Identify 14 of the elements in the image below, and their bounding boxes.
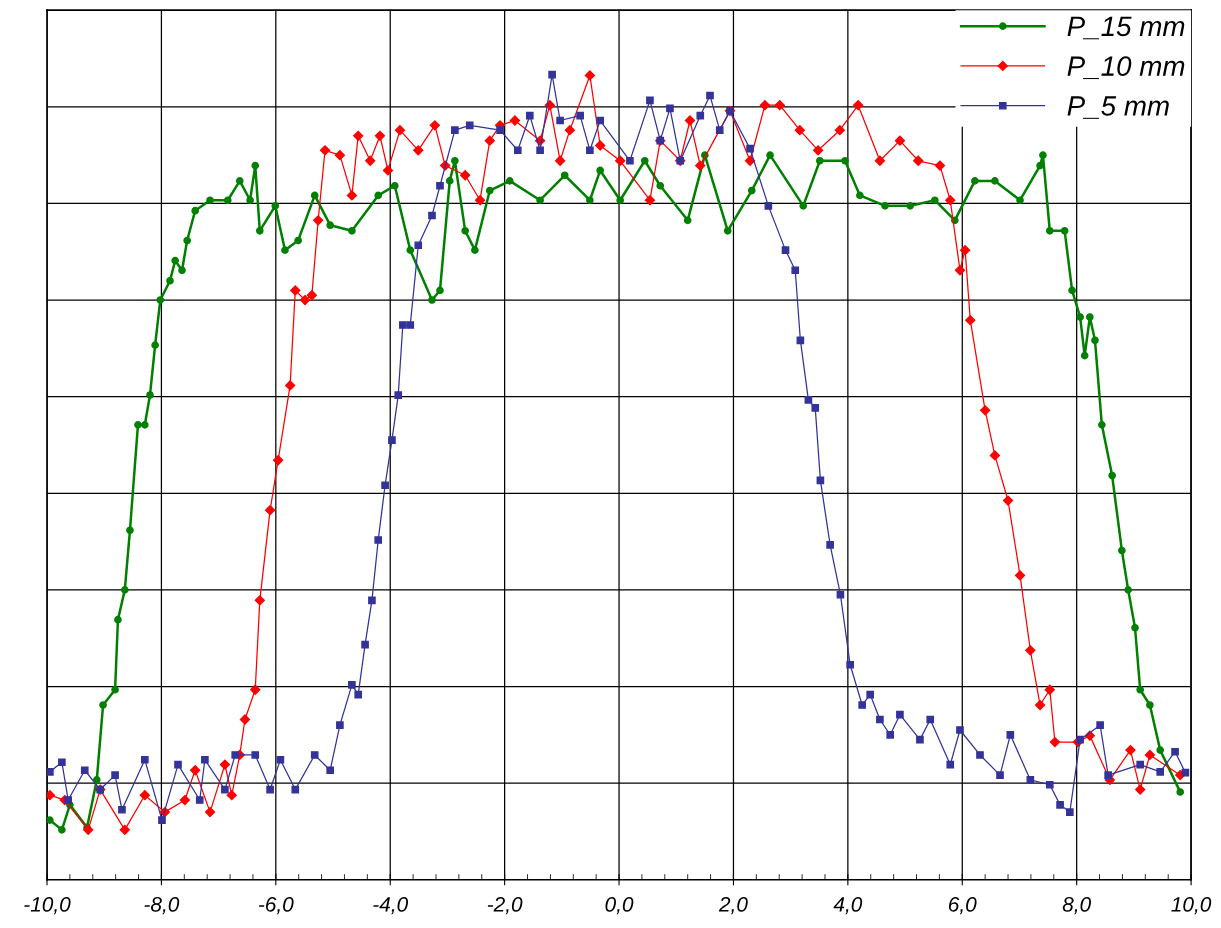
x-tick-label: 2,0 <box>718 896 748 915</box>
x-tick-label: 8,0 <box>1062 896 1091 915</box>
x-tick-label: 10,0 <box>1171 896 1212 915</box>
x-tick-label: -8,0 <box>144 896 180 915</box>
x-tick-label: 0,0 <box>605 896 634 915</box>
x-tick-label: -10,0 <box>24 896 71 915</box>
x-tick-label: -4,0 <box>373 896 409 915</box>
legend-label: P_15 mm <box>1067 16 1185 40</box>
x-tick-label: -6,0 <box>258 896 294 915</box>
x-tick-label: 4,0 <box>833 896 863 915</box>
legend-label: P_5 mm <box>1067 96 1169 119</box>
legend-label: P_10 mm <box>1067 56 1185 80</box>
x-tick-label: -2,0 <box>487 896 523 915</box>
x-tick-label: 6,0 <box>948 896 977 915</box>
